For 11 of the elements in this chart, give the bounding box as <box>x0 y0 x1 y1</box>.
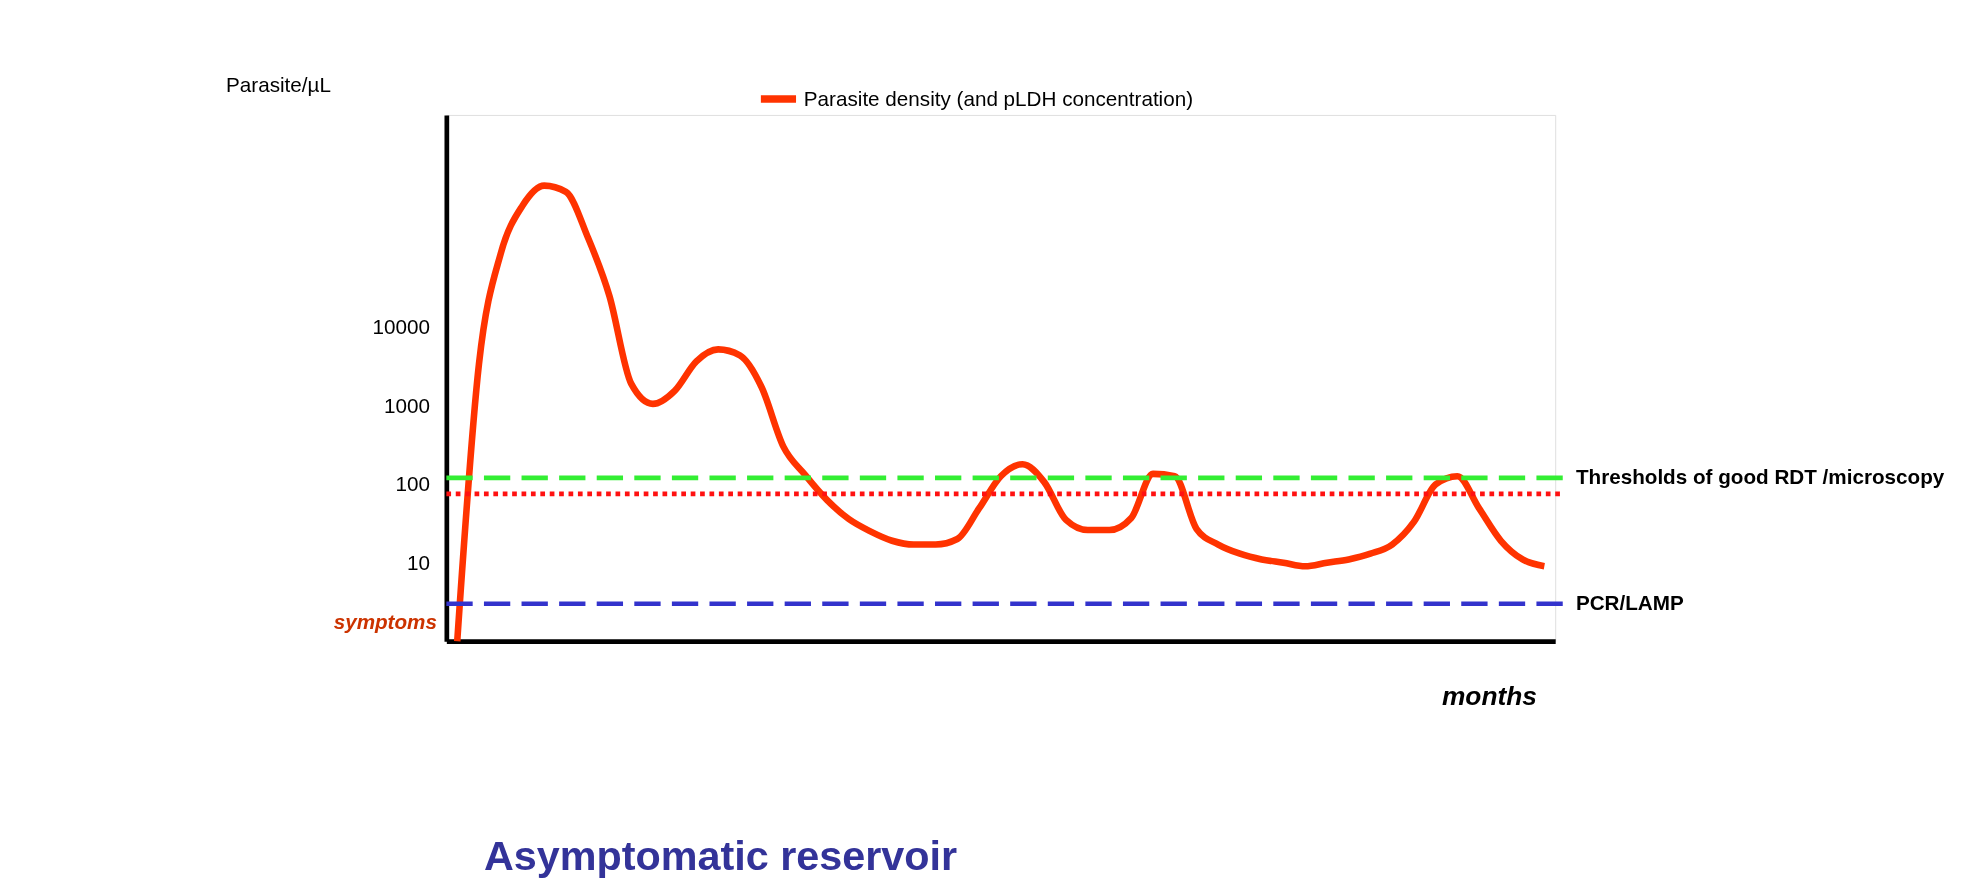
ref-line-label: PCR/LAMP <box>1575 591 1684 615</box>
y-tick-label: 100 <box>395 472 430 496</box>
y-tick-label: 1000 <box>383 393 430 417</box>
x-axis-title: months <box>1441 680 1537 711</box>
text: Asymptomatic reservoir <box>483 832 958 879</box>
ref-line-label: Thresholds of good RDT /microscopy <box>1575 465 1945 489</box>
y-tick-label: 10 <box>406 550 430 574</box>
legend-label: Parasite density (and pLDH concentration) <box>803 86 1194 110</box>
text: symptoms <box>333 610 437 633</box>
y-axis-title: Parasite/µL <box>226 72 331 96</box>
y-tick-label: 10000 <box>372 315 430 339</box>
